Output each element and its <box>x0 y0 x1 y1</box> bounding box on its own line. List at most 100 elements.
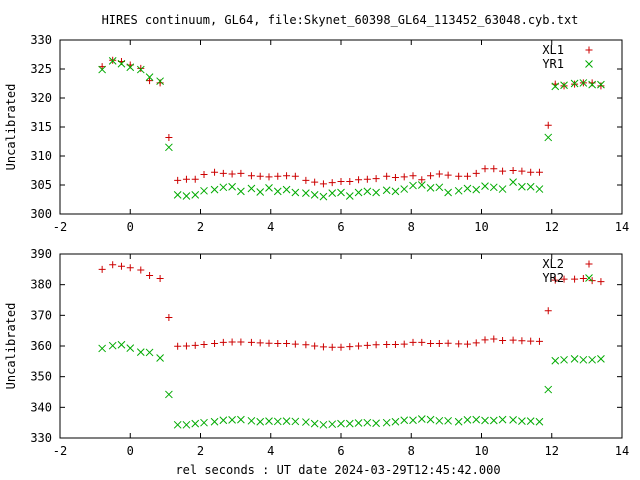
data-point <box>219 416 228 425</box>
data-point <box>417 415 426 423</box>
data-point <box>481 165 489 173</box>
x-axis-label: rel seconds : UT date 2024-03-29T12:45:4… <box>175 463 500 477</box>
data-point <box>509 167 517 174</box>
data-point <box>210 185 219 194</box>
x-tick-label: 0 <box>127 444 134 458</box>
data-point <box>499 336 507 344</box>
chart-panels: -2 0 2 4 6 8 10 12 14 300 305 310 315 320 325 330 Uncali… <box>4 33 629 458</box>
series-xl1 <box>98 56 605 188</box>
data-point <box>219 338 227 346</box>
x-tick-label: 10 <box>474 220 488 234</box>
data-point <box>291 340 299 348</box>
data-point <box>489 183 498 192</box>
data-point <box>345 419 354 428</box>
x-tick-label: 14 <box>615 220 629 234</box>
data-point <box>265 339 273 347</box>
data-point <box>472 339 480 347</box>
data-point <box>391 417 400 426</box>
data-point <box>219 169 227 177</box>
data-point <box>544 385 553 394</box>
data-point <box>544 307 552 315</box>
x-tick-label: 6 <box>337 444 344 458</box>
x-tick-label: 14 <box>615 444 629 458</box>
data-point <box>597 82 605 90</box>
data-point <box>156 79 164 87</box>
data-point <box>526 182 535 191</box>
data-point <box>463 340 471 348</box>
data-point <box>518 417 526 425</box>
data-point <box>228 416 236 424</box>
data-point <box>146 77 154 85</box>
legend-marker <box>585 274 593 282</box>
data-point <box>481 336 489 344</box>
data-point <box>372 419 380 428</box>
data-point <box>527 337 535 345</box>
data-point <box>126 264 134 272</box>
data-point <box>527 168 535 176</box>
data-point <box>319 420 328 429</box>
x-tick-label: 12 <box>545 444 559 458</box>
data-point <box>328 189 337 197</box>
data-point <box>383 172 391 180</box>
data-point <box>518 167 526 175</box>
data-point <box>518 182 526 191</box>
data-point <box>509 416 517 424</box>
data-point <box>400 173 408 181</box>
data-point <box>427 172 435 180</box>
data-point <box>165 390 173 399</box>
y-tick-label: 310 <box>30 149 52 163</box>
legend-label: XL2 <box>542 257 564 271</box>
data-point <box>551 356 560 365</box>
data-point <box>165 313 173 321</box>
y-tick-label: 380 <box>30 278 52 292</box>
data-point <box>265 184 273 192</box>
data-point <box>302 341 310 349</box>
data-point <box>126 344 135 353</box>
data-point <box>108 341 117 350</box>
data-point <box>247 338 255 346</box>
y-tick-label: 330 <box>30 431 52 445</box>
y-tick-label: 300 <box>30 207 52 221</box>
data-point <box>426 415 435 424</box>
data-point <box>597 80 605 89</box>
data-point <box>363 187 372 196</box>
data-point <box>228 338 236 346</box>
chart-title: HIRES continuum, GL64, file:Skynet_60398… <box>102 13 579 27</box>
data-point <box>363 418 372 427</box>
data-point <box>145 348 154 357</box>
data-point <box>372 341 380 349</box>
data-point <box>191 419 200 428</box>
chart-panel-1: -2 0 2 4 6 8 10 12 14 300 305 310 315 320 325 330 Uncali… <box>4 33 629 234</box>
data-point <box>311 178 319 186</box>
x-tick-label: 12 <box>545 220 559 234</box>
x-tick-label: 0 <box>127 220 134 234</box>
data-point <box>283 172 291 180</box>
data-point <box>173 420 182 429</box>
data-point <box>247 416 256 425</box>
data-point <box>310 191 319 199</box>
legend-marker <box>585 260 593 268</box>
y-tick-label: 340 <box>30 400 52 414</box>
y-tick-label: 320 <box>30 91 52 105</box>
x-tick-label: 8 <box>408 220 415 234</box>
data-point <box>454 186 463 195</box>
legend-marker <box>585 46 593 54</box>
data-point <box>256 172 264 180</box>
data-point <box>126 63 135 72</box>
data-point <box>551 276 559 284</box>
data-point <box>145 73 154 81</box>
data-point <box>355 176 363 184</box>
data-point <box>108 57 117 65</box>
data-point <box>481 182 489 191</box>
data-point <box>427 340 435 348</box>
data-point <box>535 168 543 176</box>
data-point <box>481 416 489 425</box>
data-point <box>363 341 371 349</box>
series-yr1 <box>98 57 605 201</box>
data-point <box>444 171 452 179</box>
data-point <box>282 185 291 194</box>
data-point <box>174 176 182 184</box>
data-point <box>182 192 191 200</box>
data-point <box>328 343 336 351</box>
